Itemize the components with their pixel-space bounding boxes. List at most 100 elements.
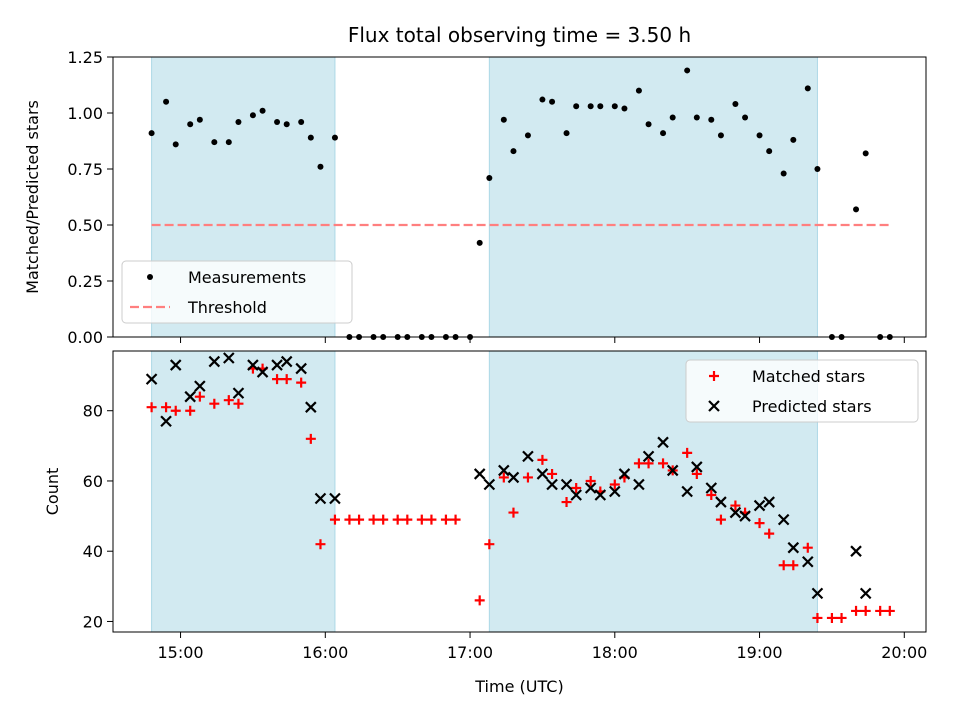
data-point (473, 468, 486, 480)
series-matched-stars (146, 363, 895, 623)
data-point (259, 107, 266, 114)
data-point (594, 489, 607, 501)
data-point (643, 458, 654, 469)
data-point (225, 139, 232, 146)
chart-title: Flux total observing time = 3.50 h (348, 23, 691, 47)
data-point (778, 560, 789, 571)
y-tick-label: 40 (83, 542, 103, 561)
data-point (314, 492, 327, 505)
data-point (790, 136, 797, 143)
data-point (609, 479, 620, 490)
data-point (498, 472, 509, 483)
data-point (811, 587, 824, 600)
data-point (860, 605, 871, 616)
legend-marker (147, 274, 153, 280)
y-tick-label: 80 (83, 402, 103, 421)
data-point (184, 390, 196, 403)
data-point (249, 112, 256, 119)
data-point (669, 114, 676, 121)
data-point (185, 405, 196, 416)
shaded-interval-0 (151, 350, 336, 633)
data-point (522, 450, 534, 463)
data-point (681, 485, 693, 498)
data-point (691, 468, 702, 479)
data-point (281, 374, 292, 385)
data-point (211, 139, 218, 146)
data-point (684, 67, 691, 74)
data-point (160, 415, 172, 428)
data-point (522, 472, 533, 483)
data-point (787, 541, 800, 554)
data-point (247, 359, 259, 371)
data-point (223, 395, 234, 406)
data-point (764, 528, 775, 539)
data-point (584, 482, 597, 494)
data-point (378, 514, 389, 525)
data-point (780, 170, 787, 177)
data-point (194, 391, 205, 402)
x-axis-label: Time (UTC) (474, 677, 563, 696)
data-point (546, 478, 558, 491)
data-point (851, 605, 862, 616)
data-point (148, 130, 155, 137)
data-point (295, 362, 307, 375)
data-point (742, 114, 749, 121)
data-point (474, 595, 485, 606)
data-point (344, 514, 355, 525)
data-point (645, 121, 652, 128)
data-point (642, 450, 655, 463)
data-point (609, 485, 621, 498)
data-point (307, 134, 314, 141)
data-point (329, 514, 340, 525)
y-tick-label: 1.00 (67, 104, 103, 123)
data-point (862, 150, 869, 157)
data-point (271, 359, 283, 371)
data-point (763, 496, 775, 508)
legend: Matched stars Predicted stars (685, 359, 919, 423)
x-tick-label: 17:00 (447, 643, 493, 662)
data-point (426, 514, 437, 525)
data-point (715, 514, 726, 525)
data-point (329, 492, 341, 505)
data-point (753, 499, 766, 512)
data-point (274, 118, 281, 125)
panel-ratio: 0.00 0.25 0.50 0.75 1.00 1.25 Matched/Predicte… (23, 48, 927, 347)
data-point (570, 489, 582, 501)
data-point (754, 518, 765, 529)
data-point (587, 103, 594, 110)
data-point (283, 121, 290, 128)
data-point (208, 355, 221, 368)
data-point (812, 612, 823, 623)
data-point (486, 174, 493, 181)
data-point (476, 239, 483, 246)
x-tick-label: 16:00 (302, 643, 348, 662)
data-point (146, 402, 157, 413)
legend-label: Measurements (188, 268, 306, 287)
data-point (633, 458, 644, 469)
legend-box (121, 260, 353, 324)
data-point (305, 433, 316, 444)
data-point (280, 355, 293, 368)
data-point (145, 373, 158, 385)
data-point (804, 85, 811, 92)
legend-marker (708, 400, 720, 412)
legend-marker (709, 371, 719, 381)
data-point (233, 398, 244, 409)
data-point (507, 471, 520, 484)
y-tick-label: 0.25 (67, 272, 103, 291)
data-point (850, 545, 862, 557)
data-point (416, 514, 427, 525)
data-point (621, 105, 628, 112)
data-point (691, 461, 703, 473)
y-tick-label: 0.50 (67, 216, 103, 235)
legend: Measurements Threshold (121, 260, 353, 324)
data-point (510, 148, 517, 155)
panel-counts: 20 40 60 80 Count Matched stars Predicted star… (43, 350, 927, 638)
data-point (705, 482, 718, 494)
y-axis-label: Matched/Predicted stars (23, 100, 42, 294)
x-tick-label: 20:00 (881, 643, 927, 662)
data-point (666, 464, 679, 477)
data-point (305, 401, 317, 413)
x-tick-label: 15:00 (157, 643, 203, 662)
data-point (161, 402, 172, 413)
